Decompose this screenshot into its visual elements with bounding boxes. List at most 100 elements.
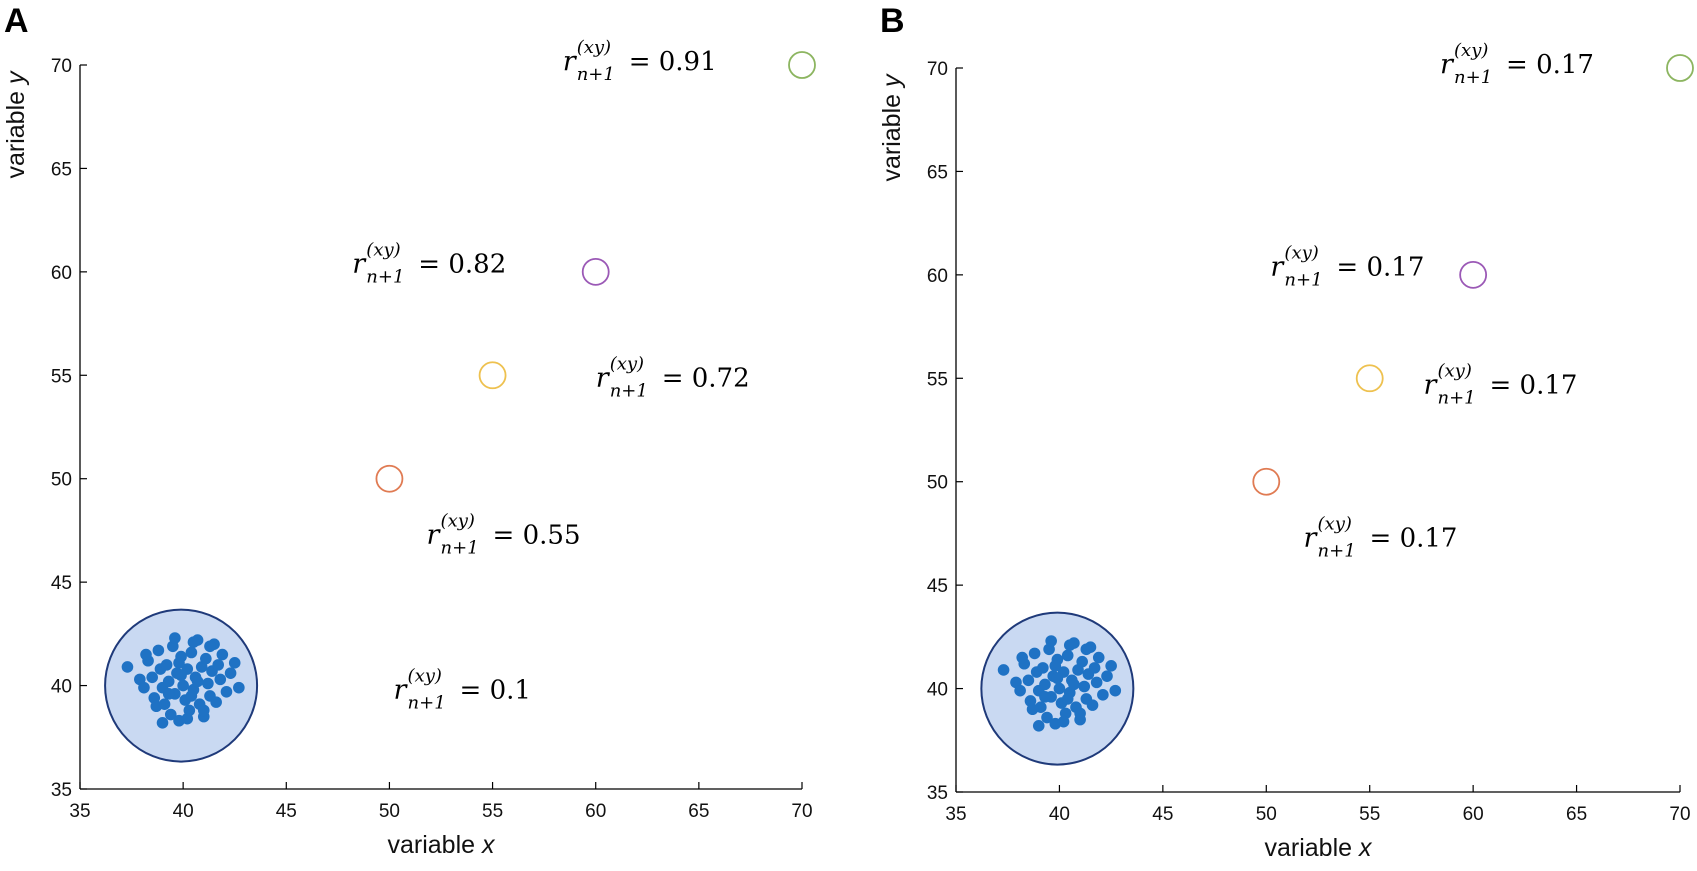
x-tick-label: 35 <box>945 804 966 825</box>
x-axis-label: variable x <box>1265 834 1374 862</box>
x-tick-label: 50 <box>379 801 400 822</box>
y-tick-label: 55 <box>927 369 948 390</box>
correlation-annotation: r (xy) n+1 = 0.1 <box>394 666 531 714</box>
annotation-subscript: n+1 <box>408 693 446 714</box>
cluster-point <box>1101 670 1113 682</box>
cluster-point <box>997 664 1010 676</box>
x-tick-label: 60 <box>1463 804 1484 825</box>
x-tick-label: 65 <box>1566 804 1587 825</box>
panel-a: A 35 40 45 50 55 60 65 70 35 40 45 50 55 60 65 70 variabl… <box>2 2 816 859</box>
x-tick-label: 55 <box>482 801 503 822</box>
panel-letter: A <box>4 2 29 40</box>
x-tick-label: 60 <box>585 801 606 822</box>
annotation-value: = 0.17 <box>1489 370 1577 400</box>
cluster-point <box>1092 651 1105 664</box>
cluster-point <box>1026 703 1039 716</box>
cluster-point <box>121 661 134 673</box>
x-tick-label: 40 <box>1049 804 1070 825</box>
outlier-point <box>1252 467 1281 496</box>
annotation-r: r <box>1423 369 1438 400</box>
cluster-point <box>146 671 158 684</box>
cluster-point <box>1016 651 1028 664</box>
x-tick-label: 50 <box>1256 804 1277 825</box>
y-tick-label: 55 <box>51 366 72 387</box>
cluster-point <box>150 700 163 713</box>
annotation-subscript: n+1 <box>1318 541 1356 562</box>
cluster-point <box>140 648 152 661</box>
cluster-point <box>1109 684 1122 697</box>
y-tick-label: 65 <box>927 162 948 183</box>
cluster-point <box>1078 680 1091 693</box>
cluster-point <box>197 704 210 717</box>
cluster-point <box>228 657 241 669</box>
cluster-point <box>1022 674 1035 687</box>
cluster-point <box>169 632 181 644</box>
cluster-point <box>185 690 198 702</box>
annotation-r: r <box>394 675 409 706</box>
cluster-point <box>1061 693 1074 705</box>
annotation-r: r <box>1304 523 1319 554</box>
cluster-point <box>185 646 198 659</box>
cluster-point <box>1076 655 1088 668</box>
cluster-point <box>152 644 165 657</box>
y-tick-label: 35 <box>927 783 948 804</box>
annotation-superscript: (xy) <box>1318 514 1352 535</box>
panel-b: B 35 40 45 50 55 60 65 70 35 40 45 50 55 60 65 70 variabl… <box>878 2 1694 862</box>
x-tick-label: 55 <box>1359 804 1380 825</box>
outlier-point <box>478 361 507 390</box>
x-tick-label: 65 <box>688 801 709 822</box>
cluster-point <box>1039 691 1051 703</box>
outlier-point <box>1355 364 1384 393</box>
cluster-point <box>138 681 150 694</box>
annotation-superscript: (xy) <box>1454 40 1488 61</box>
annotation-subscript: n+1 <box>1284 270 1322 291</box>
y-tick-label: 70 <box>927 59 948 80</box>
cluster-point <box>1090 676 1103 689</box>
cluster-point <box>191 675 204 688</box>
cluster-point <box>210 696 222 708</box>
cluster-point <box>162 675 175 688</box>
outlier-point <box>1666 54 1694 82</box>
x-tick-label: 45 <box>1152 804 1173 825</box>
cluster-point <box>164 708 177 721</box>
y-tick-label: 60 <box>927 266 948 287</box>
cluster-point <box>202 677 214 690</box>
cluster-point <box>1014 684 1026 697</box>
y-tick-label: 35 <box>51 780 72 801</box>
y-axis-label: variable y <box>878 73 906 182</box>
y-tick-label: 40 <box>51 677 72 698</box>
y-tick-label: 70 <box>51 56 72 77</box>
cluster-point <box>1049 660 1062 672</box>
cluster-point <box>173 657 185 669</box>
x-tick-label: 70 <box>1669 804 1690 825</box>
cluster-point <box>204 640 216 653</box>
correlation-annotation: r (xy) n+1 = 0.91 <box>563 37 717 85</box>
x-tick-label: 45 <box>276 801 297 822</box>
correlation-annotation: r (xy) n+1 = 0.17 <box>1440 40 1594 88</box>
annotation-superscript: (xy) <box>1437 360 1471 381</box>
cluster-point <box>1080 643 1093 656</box>
outlier-point <box>581 257 610 286</box>
annotation-value: = 0.82 <box>418 250 506 280</box>
annotation-r: r <box>596 362 611 393</box>
x-axis-label: variable x <box>388 831 497 859</box>
y-tick-label: 65 <box>51 159 72 180</box>
annotation-subscript: n+1 <box>1437 387 1475 408</box>
cluster-point <box>1032 720 1045 732</box>
cluster-point <box>175 669 187 682</box>
y-tick-label: 50 <box>51 470 72 491</box>
outlier-point <box>375 464 404 493</box>
y-axis-label: variable y <box>2 70 30 179</box>
annotation-superscript: (xy) <box>366 240 400 261</box>
cluster-point <box>1105 660 1117 672</box>
x-tick-label: 40 <box>173 801 194 822</box>
annotation-superscript: (xy) <box>441 511 475 532</box>
cluster-point <box>200 652 212 665</box>
cluster-point <box>224 667 237 679</box>
cluster-point <box>1097 688 1109 701</box>
cluster-point <box>162 688 175 700</box>
annotation-value: = 0.1 <box>460 676 531 706</box>
cluster-point <box>187 636 200 648</box>
cluster-point <box>177 679 189 692</box>
